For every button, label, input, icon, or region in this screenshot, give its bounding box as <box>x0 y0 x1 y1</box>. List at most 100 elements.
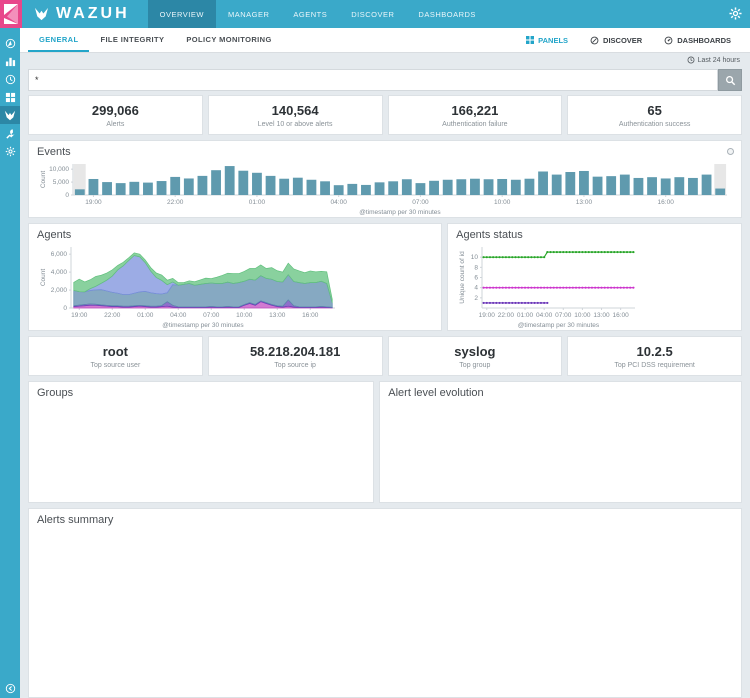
svg-text:04:00: 04:00 <box>331 199 348 206</box>
wazuh-logo-icon <box>34 7 49 21</box>
stat-card-top-pci-dss-requirement: 10.2.5 Top PCI DSS requirement <box>567 336 742 376</box>
settings-gear-icon[interactable] <box>729 7 742 25</box>
search-input[interactable] <box>28 69 718 91</box>
agents-status-legend <box>641 242 733 330</box>
stats-row-1: 299,066 Alerts 140,564 Level 10 or above al… <box>28 95 742 135</box>
subnav-action-dashboards[interactable]: DASHBOARDS <box>653 28 742 52</box>
sidebar-item-visualize[interactable] <box>0 52 20 70</box>
svg-text:04:00: 04:00 <box>536 312 553 319</box>
stat-label: Top source user <box>90 362 141 369</box>
stat-card-top-group: syslog Top group <box>387 336 563 376</box>
time-range-bar[interactable]: Last 24 hours <box>20 53 750 67</box>
sidebar-item-dashboard[interactable] <box>0 88 20 106</box>
events-panel: Events 0 5,000 10,000 19:00 22:00 01:00 04:00 0… <box>28 140 742 218</box>
clock-icon <box>5 74 15 84</box>
subnav-tabs: GENERAL FILE INTEGRITY POLICY MONITORING <box>28 28 283 52</box>
time-range-label: Last 24 hours <box>697 56 740 64</box>
svg-text:2: 2 <box>474 295 478 302</box>
svg-text:19:00: 19:00 <box>479 312 496 319</box>
svg-text:01:00: 01:00 <box>249 199 266 206</box>
bar-chart-icon <box>5 57 15 66</box>
wrench-icon <box>5 128 15 139</box>
svg-text:Unique count of id: Unique count of id <box>459 251 466 304</box>
topnav-tab-dashboards[interactable]: DASHBOARDS <box>418 9 476 19</box>
collapse-icon <box>5 683 15 694</box>
groups-chart[interactable] <box>37 400 273 502</box>
alert-level-legend <box>641 400 733 502</box>
topnav-tabs: OVERVIEW MANAGER AGENTS DISCOVER DASHBOARDS <box>147 0 488 28</box>
svg-text:6: 6 <box>474 275 478 282</box>
stat-card-level-10-or-above-alerts: 140,564 Level 10 or above alerts <box>207 95 383 135</box>
svg-text:Count: Count <box>40 171 47 189</box>
svg-text:19:00: 19:00 <box>85 199 102 206</box>
svg-text:01:00: 01:00 <box>517 312 534 319</box>
topnav-tab-overview[interactable]: OVERVIEW <box>147 0 216 28</box>
svg-text:16:00: 16:00 <box>658 199 675 206</box>
svg-text:07:00: 07:00 <box>555 312 572 319</box>
subnav-tab-policy-monitoring[interactable]: POLICY MONITORING <box>186 34 272 44</box>
svg-text:16:00: 16:00 <box>613 312 630 319</box>
svg-text:22:00: 22:00 <box>498 312 515 319</box>
svg-text:8: 8 <box>474 264 478 271</box>
dashboards-icon <box>664 36 673 45</box>
panel-title: Groups <box>37 387 74 399</box>
svg-text:13:00: 13:00 <box>269 312 286 319</box>
svg-text:@timestamp per 30 minutes: @timestamp per 30 minutes <box>518 322 600 329</box>
svg-text:22:00: 22:00 <box>167 199 184 206</box>
sidebar-item-management[interactable] <box>0 142 20 160</box>
panel-title: Agents <box>37 229 72 241</box>
wazuh-subnav: GENERAL FILE INTEGRITY POLICY MONITORING P… <box>20 28 750 53</box>
discover-icon <box>5 38 15 48</box>
svg-text:07:00: 07:00 <box>412 199 429 206</box>
stat-label: Level 10 or above alerts <box>257 121 333 128</box>
wazuh-brand: WAZUH <box>22 0 148 28</box>
subnav-actions: PANELS DISCOVER DASHBOARDS <box>515 28 742 52</box>
topnav-tab-agents[interactable]: AGENTS <box>293 9 328 19</box>
subnav-action-panels[interactable]: PANELS <box>515 28 579 52</box>
subnav-action-label: DISCOVER <box>603 35 643 45</box>
topnav-tab-manager[interactable]: MANAGER <box>227 9 270 19</box>
kibana-logo[interactable] <box>0 0 22 28</box>
stat-value: 166,221 <box>451 103 499 118</box>
stat-label: Alerts <box>106 121 125 128</box>
sidebar-item-devtools[interactable] <box>0 124 20 142</box>
stat-label: Authentication success <box>618 121 691 128</box>
svg-text:2,000: 2,000 <box>51 287 68 294</box>
stat-label: Top group <box>459 362 491 369</box>
events-chart[interactable]: 0 5,000 10,000 19:00 22:00 01:00 04:00 07:00 10:… <box>37 159 733 217</box>
groups-legend <box>273 400 365 502</box>
clock-icon <box>687 56 695 64</box>
subnav-action-label: PANELS <box>538 35 569 45</box>
stat-value: 58.218.204.181 <box>249 344 341 359</box>
stat-label: Authentication failure <box>442 121 508 128</box>
alert-level-chart[interactable] <box>388 400 641 502</box>
sidebar-item-discover[interactable] <box>0 34 20 52</box>
agents-status-panel: Agents status 2 4 6 8 10 19:00 22:00 01:00 04:00… <box>447 223 742 331</box>
sidebar-item-wazuh[interactable] <box>0 106 20 124</box>
search-bar <box>28 69 742 91</box>
sidebar-item-timelion[interactable] <box>0 70 20 88</box>
svg-text:07:00: 07:00 <box>203 312 220 319</box>
svg-text:01:00: 01:00 <box>137 312 154 319</box>
search-button[interactable] <box>718 69 742 91</box>
stat-value: 140,564 <box>271 103 319 118</box>
svg-text:0: 0 <box>65 192 69 199</box>
stat-card-authentication-failure: 166,221 Authentication failure <box>387 95 563 135</box>
sidebar-collapse-button[interactable] <box>0 683 20 694</box>
legend-toggle-icon[interactable] <box>727 148 734 155</box>
svg-text:19:00: 19:00 <box>71 312 88 319</box>
agents-status-chart[interactable]: 2 4 6 8 10 19:00 22:00 01:00 04:00 07:00 10:00 13:0… <box>456 242 641 330</box>
topnav-tab-discover[interactable]: DISCOVER <box>351 9 395 19</box>
groups-panel: Groups <box>28 381 375 503</box>
gear-icon <box>5 146 15 156</box>
wazuh-app-icon <box>4 110 16 120</box>
agents-chart[interactable]: 0 2,000 4,000 6,000 19:00 22:00 01:00 04:00 07:0… <box>37 242 341 330</box>
agents-panel: Agents 0 2,000 4,000 6,000 19:00 22:00 01:00 04… <box>28 223 443 331</box>
svg-text:4,000: 4,000 <box>51 269 68 276</box>
subnav-action-discover[interactable]: DISCOVER <box>579 28 653 52</box>
subnav-tab-general[interactable]: GENERAL <box>28 28 90 52</box>
subnav-tab-file-integrity[interactable]: FILE INTEGRITY <box>100 34 165 44</box>
stat-card-top-source-ip: 58.218.204.181 Top source ip <box>207 336 383 376</box>
svg-text:@timestamp per 30 minutes: @timestamp per 30 minutes <box>162 322 244 329</box>
svg-text:10,000: 10,000 <box>49 166 69 173</box>
